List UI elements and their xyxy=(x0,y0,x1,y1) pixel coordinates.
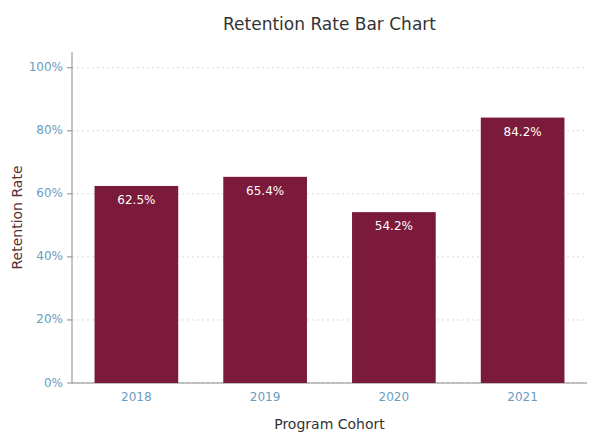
y-tick-label: 0% xyxy=(44,376,63,390)
y-tick xyxy=(67,130,72,131)
x-tick-label: 2019 xyxy=(250,390,281,404)
background xyxy=(0,0,607,445)
y-axis-label: Retention Rate xyxy=(9,165,25,269)
data-label: 65.4% xyxy=(246,184,284,198)
bar xyxy=(223,177,307,383)
data-labels: 62.5% 65.4% 54.2% 84.2% xyxy=(117,125,541,234)
bar xyxy=(95,186,179,383)
data-label: 54.2% xyxy=(375,219,413,233)
grid-line xyxy=(72,67,587,68)
bars xyxy=(95,118,565,383)
bar xyxy=(481,118,565,383)
y-tick-label: 40% xyxy=(36,249,63,263)
y-tick-label: 80% xyxy=(36,123,63,137)
y-tick-label: 20% xyxy=(36,312,63,326)
chart-svg: 0% 20% 40% 60% 80% 100% 62.5% 65.4% 54.2% 84.2% 20… xyxy=(0,0,607,445)
x-tick-label: 2018 xyxy=(121,390,152,404)
y-tick xyxy=(67,193,72,194)
data-label: 62.5% xyxy=(117,193,155,207)
y-tick xyxy=(67,256,72,257)
y-axis-line xyxy=(72,52,73,383)
bar xyxy=(352,212,436,383)
y-tick xyxy=(67,383,72,384)
y-tick-label: 100% xyxy=(29,60,63,74)
x-tick-label: 2020 xyxy=(379,390,410,404)
page: {"chart_data": {"type": "bar", "title": … xyxy=(0,0,607,445)
y-tick xyxy=(67,319,72,320)
grid xyxy=(72,68,587,383)
data-label: 84.2% xyxy=(504,125,542,139)
chart-title: Retention Rate Bar Chart xyxy=(223,14,436,34)
y-tick xyxy=(67,67,72,68)
chart-container: 0% 20% 40% 60% 80% 100% 62.5% 65.4% 54.2% 84.2% 20… xyxy=(0,0,607,445)
x-ticks: 2018 2019 2020 2021 xyxy=(121,390,538,404)
y-tick-label: 60% xyxy=(36,186,63,200)
x-axis-label: Program Cohort xyxy=(274,416,385,432)
axes: 0% 20% 40% 60% 80% 100% xyxy=(29,52,587,390)
x-tick-label: 2021 xyxy=(507,390,538,404)
